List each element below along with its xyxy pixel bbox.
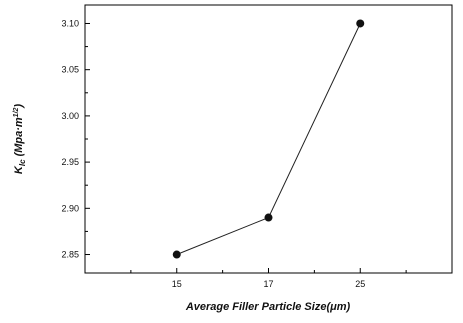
x-tick-label: 15 bbox=[172, 279, 182, 289]
data-point bbox=[356, 19, 365, 28]
y-tick-label: 2.90 bbox=[61, 203, 79, 213]
y-axis-title-units: (Mpa·m bbox=[13, 117, 25, 159]
y-axis-title-main: K bbox=[13, 165, 25, 174]
y-axis-title-sub: Ic bbox=[18, 159, 27, 166]
y-tick-label: 3.00 bbox=[61, 111, 79, 121]
x-axis: 15 17 25 bbox=[130, 268, 407, 289]
data-point bbox=[264, 213, 273, 222]
y-tick-label: 2.95 bbox=[61, 157, 79, 167]
plot-frame bbox=[84, 4, 453, 274]
y-tick-label: 3.10 bbox=[61, 18, 79, 28]
y-axis-title-sup: 1/2 bbox=[13, 107, 20, 117]
y-axis: 2.85 2.90 2.95 3.00 3.05 3.10 bbox=[61, 18, 90, 260]
data-point bbox=[172, 250, 181, 259]
x-axis-title: Average Filler Particle Size(μm) bbox=[185, 301, 351, 313]
x-tick-label: 25 bbox=[355, 279, 365, 289]
y-axis-title-close: ) bbox=[13, 104, 25, 109]
y-tick-label: 3.05 bbox=[61, 65, 79, 75]
x-tick-label: 17 bbox=[263, 279, 273, 289]
data-series bbox=[172, 19, 365, 259]
y-tick-label: 2.85 bbox=[61, 250, 79, 260]
y-axis-title: KIc (Mpa·m1/2) bbox=[13, 104, 27, 175]
